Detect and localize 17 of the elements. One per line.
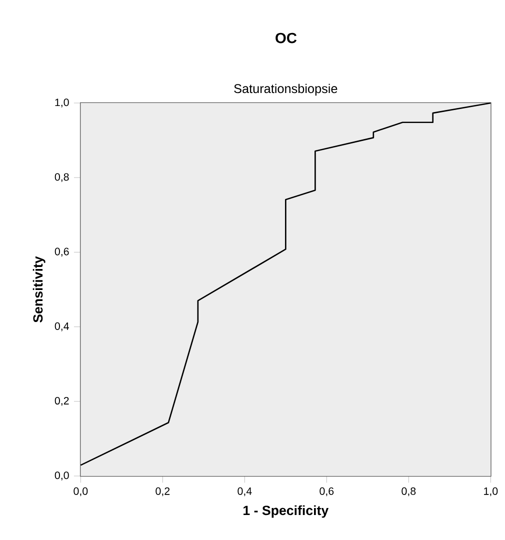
x-tick-label: 0,6 [320, 487, 334, 496]
y-axis-title: Sensitivity [32, 256, 46, 322]
x-tick-label: 1,0 [484, 487, 498, 496]
x-tick-label: 0,0 [74, 487, 88, 496]
chart-title: OC [276, 32, 297, 44]
y-tick-label: 1,0 [55, 98, 69, 108]
chart-subtitle: Saturationsbiopsie [234, 84, 338, 96]
y-tick-label: 0,6 [54, 248, 69, 257]
y-tick-label: 0,2 [54, 396, 69, 406]
x-tick-label: 0,4 [238, 487, 252, 496]
x-axis-title: 1 - Specificity [244, 505, 329, 518]
y-tick-label: 0,4 [54, 322, 69, 332]
y-tick-label: 0,8 [54, 173, 69, 182]
x-tick-label: 0,2 [156, 487, 170, 496]
y-tick-label: 0,0 [54, 472, 69, 480]
line-series [80, 102, 492, 466]
x-tick-label: 0,8 [402, 487, 416, 496]
